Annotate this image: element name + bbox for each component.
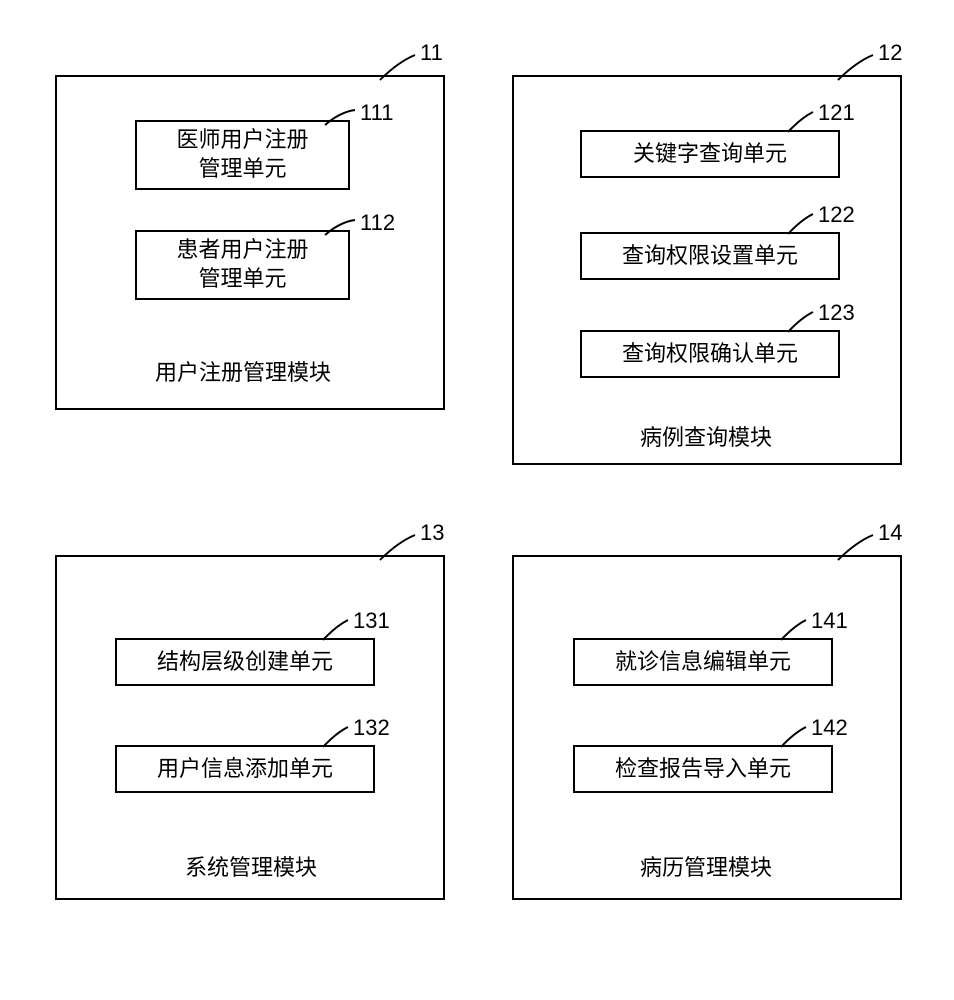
module-14-title: 病历管理模块 bbox=[640, 850, 772, 882]
ref-label-142: 142 bbox=[811, 715, 848, 741]
leader-u142 bbox=[0, 0, 954, 1000]
